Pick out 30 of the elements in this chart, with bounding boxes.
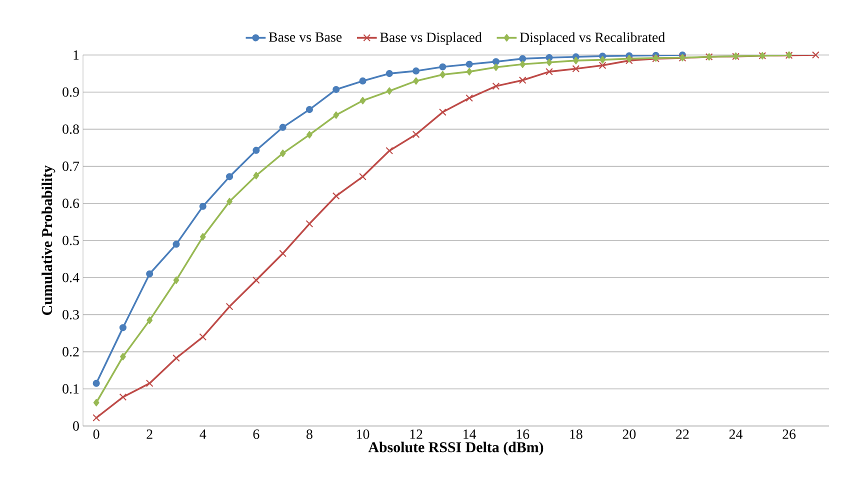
- x-tick-label: 26: [782, 430, 796, 439]
- x-tick-label: 24: [729, 430, 743, 439]
- legend-label: Base vs Base: [268, 32, 342, 42]
- legend-label: Displaced vs Recalibrated: [520, 32, 665, 45]
- x-tick-label: 16: [516, 430, 530, 439]
- y-tick-label: 0.3: [62, 310, 79, 320]
- y-axis-title: Cumulative Probability: [42, 165, 56, 315]
- legend-label: Base vs Displaced: [380, 32, 482, 45]
- x-tick-label: 2: [146, 430, 152, 439]
- x-tick-label: 8: [306, 430, 312, 439]
- x-tick-label: 14: [464, 430, 476, 439]
- y-tick-label: 0.5: [62, 236, 79, 246]
- x-tick-label: 18: [570, 430, 582, 439]
- y-tick-label: 0.2: [62, 347, 79, 357]
- x-tick-label: 20: [622, 430, 636, 439]
- y-tick-label: 0.6: [62, 198, 80, 208]
- x-tick-label: 6: [253, 430, 260, 439]
- y-tick-label: 0.1: [62, 384, 79, 394]
- x-tick-label: 22: [676, 430, 689, 439]
- y-tick-label: 0: [73, 421, 79, 431]
- y-tick-label: 0.8: [62, 124, 79, 134]
- y-tick-label: 0.7: [62, 162, 80, 172]
- x-tick-label: 12: [410, 430, 422, 439]
- x-tick-label: 4: [200, 430, 206, 439]
- y-tick-label: 1: [74, 50, 79, 60]
- y-tick-label: 0.9: [62, 87, 79, 97]
- x-axis-title: Absolute RSSI Delta (dBm): [368, 442, 544, 456]
- y-tick-label: 0.4: [62, 272, 80, 282]
- x-tick-label: 10: [357, 430, 370, 439]
- x-tick-label: 0: [93, 430, 100, 439]
